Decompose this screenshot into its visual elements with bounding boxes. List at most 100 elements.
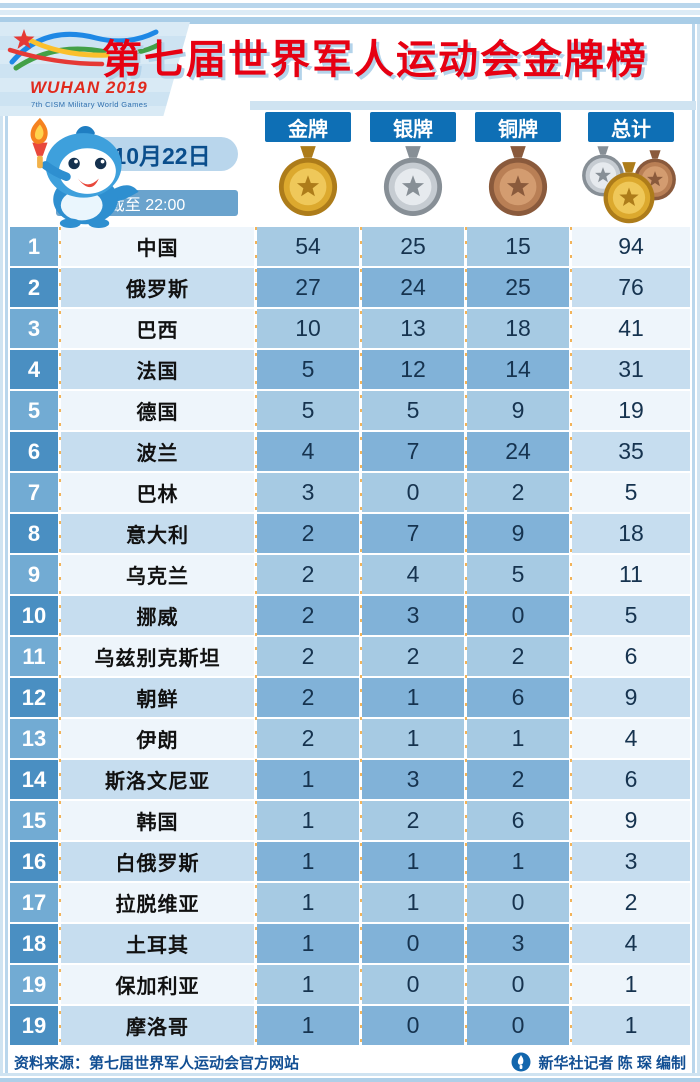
country-cell: 乌兹别克斯坦: [61, 637, 254, 676]
column-separator: [569, 227, 572, 1045]
table-row: 9 乌克兰 2 4 5 11: [10, 555, 690, 594]
silver-medal-icon: [381, 146, 445, 218]
silver-count-cell: 1: [362, 719, 464, 758]
gold-count-cell: 1: [257, 801, 359, 840]
rank-cell: 19: [10, 965, 58, 1004]
bronze-count-cell: 1: [467, 719, 569, 758]
rank-cell: 5: [10, 391, 58, 430]
total-count-cell: 5: [572, 596, 690, 635]
gold-count-cell: 2: [257, 678, 359, 717]
rank-cell: 1: [10, 227, 58, 266]
gold-count-cell: 1: [257, 965, 359, 1004]
bronze-count-cell: 5: [467, 555, 569, 594]
bronze-count-cell: 1: [467, 842, 569, 881]
rank-cell: 3: [10, 309, 58, 348]
table-row: 12 朝鲜 2 1 6 9: [10, 678, 690, 717]
table-row: 5 德国 5 5 9 19: [10, 391, 690, 430]
silver-count-cell: 0: [362, 473, 464, 512]
total-count-cell: 6: [572, 760, 690, 799]
rank-cell: 6: [10, 432, 58, 471]
silver-count-cell: 7: [362, 432, 464, 471]
total-count-cell: 94: [572, 227, 690, 266]
silver-count-cell: 1: [362, 883, 464, 922]
rank-cell: 14: [10, 760, 58, 799]
column-header-gold: 金牌: [265, 112, 351, 142]
total-count-cell: 1: [572, 965, 690, 1004]
rank-cell: 13: [10, 719, 58, 758]
bronze-count-cell: 14: [467, 350, 569, 389]
table-row: 10 挪威 2 3 0 5: [10, 596, 690, 635]
total-count-cell: 41: [572, 309, 690, 348]
column-separator: [58, 227, 61, 1045]
column-separator: [359, 227, 362, 1045]
country-cell: 俄罗斯: [61, 268, 254, 307]
gold-count-cell: 3: [257, 473, 359, 512]
silver-count-cell: 4: [362, 555, 464, 594]
gold-count-cell: 2: [257, 637, 359, 676]
total-count-cell: 9: [572, 678, 690, 717]
gold-count-cell: 27: [257, 268, 359, 307]
gold-count-cell: 5: [257, 350, 359, 389]
table-row: 19 保加利亚 1 0 0 1: [10, 965, 690, 1004]
games-logo-tagline: 7th CISM Military World Games: [31, 100, 148, 109]
footer: 资料来源：第七届世界军人运动会官方网站 新华社记者 陈 琛 编制: [14, 1050, 686, 1074]
country-cell: 中国: [61, 227, 254, 266]
total-gold-medal-icon: [601, 162, 657, 225]
total-count-cell: 4: [572, 719, 690, 758]
total-count-cell: 5: [572, 473, 690, 512]
medal-table-body: 1 中国 54 25 15 94 2 俄罗斯 27 24 25 76 3 巴西 10 13 18 41 4 法国 5 12…: [10, 227, 690, 1045]
rank-cell: 17: [10, 883, 58, 922]
bronze-count-cell: 0: [467, 965, 569, 1004]
bronze-count-cell: 18: [467, 309, 569, 348]
silver-count-cell: 2: [362, 637, 464, 676]
country-cell: 拉脱维亚: [61, 883, 254, 922]
silver-count-cell: 5: [362, 391, 464, 430]
total-count-cell: 4: [572, 924, 690, 963]
table-row: 1 中国 54 25 15 94: [10, 227, 690, 266]
rank-cell: 19: [10, 1006, 58, 1045]
country-cell: 巴西: [61, 309, 254, 348]
rank-cell: 18: [10, 924, 58, 963]
country-cell: 波兰: [61, 432, 254, 471]
table-row: 13 伊朗 2 1 1 4: [10, 719, 690, 758]
bronze-count-cell: 9: [467, 514, 569, 553]
column-separator: [254, 227, 257, 1045]
country-cell: 伊朗: [61, 719, 254, 758]
header-decorative-band: [250, 101, 696, 110]
bronze-count-cell: 15: [467, 227, 569, 266]
total-count-cell: 76: [572, 268, 690, 307]
gold-count-cell: 1: [257, 842, 359, 881]
total-count-cell: 1: [572, 1006, 690, 1045]
gold-count-cell: 54: [257, 227, 359, 266]
rank-cell: 11: [10, 637, 58, 676]
table-row: 16 白俄罗斯 1 1 1 3: [10, 842, 690, 881]
page-title: 第七届世界军人运动会金牌榜: [102, 38, 648, 82]
silver-count-cell: 24: [362, 268, 464, 307]
games-logo: WUHAN 2019 7th CISM Military World Games: [0, 22, 190, 116]
silver-count-cell: 0: [362, 965, 464, 1004]
total-count-cell: 19: [572, 391, 690, 430]
gold-count-cell: 2: [257, 514, 359, 553]
table-row: 14 斯洛文尼亚 1 3 2 6: [10, 760, 690, 799]
country-cell: 摩洛哥: [61, 1006, 254, 1045]
table-row: 3 巴西 10 13 18 41: [10, 309, 690, 348]
country-cell: 德国: [61, 391, 254, 430]
rank-cell: 2: [10, 268, 58, 307]
credit-text: 新华社记者 陈 琛 编制: [538, 1054, 686, 1072]
country-cell: 韩国: [61, 801, 254, 840]
bronze-count-cell: 0: [467, 596, 569, 635]
bronze-count-cell: 24: [467, 432, 569, 471]
top-decorative-stripes: [0, 0, 700, 24]
table-row: 15 韩国 1 2 6 9: [10, 801, 690, 840]
table-row: 18 土耳其 1 0 3 4: [10, 924, 690, 963]
rank-cell: 10: [10, 596, 58, 635]
column-separator: [464, 227, 467, 1045]
silver-count-cell: 12: [362, 350, 464, 389]
silver-count-cell: 1: [362, 678, 464, 717]
gold-count-cell: 5: [257, 391, 359, 430]
bronze-medal-icon: [486, 146, 550, 218]
total-count-cell: 3: [572, 842, 690, 881]
gold-count-cell: 1: [257, 760, 359, 799]
table-row: 17 拉脱维亚 1 1 0 2: [10, 883, 690, 922]
